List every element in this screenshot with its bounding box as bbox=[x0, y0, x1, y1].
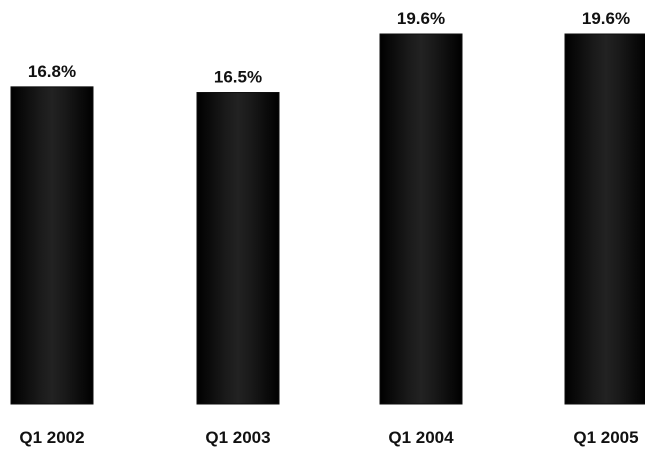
bar-q1-2004 bbox=[379, 33, 463, 405]
category-label: Q1 2005 bbox=[573, 428, 638, 447]
category-label: Q1 2004 bbox=[388, 428, 454, 447]
value-label: 19.6% bbox=[397, 9, 445, 28]
bar-q1-2003 bbox=[196, 92, 280, 405]
category-label: Q1 2003 bbox=[205, 428, 270, 447]
bar-q1-2002 bbox=[10, 86, 94, 405]
bar-q1-2005 bbox=[564, 33, 645, 405]
category-label: Q1 2002 bbox=[19, 428, 84, 447]
category-labels-group: Q1 2002 Q1 2003 Q1 2004 Q1 2005 bbox=[19, 428, 638, 447]
bars-group bbox=[10, 33, 645, 405]
value-label: 19.6% bbox=[582, 9, 630, 28]
value-label: 16.8% bbox=[28, 62, 76, 81]
value-labels-group: 16.8% 16.5% 19.6% 19.6% bbox=[28, 9, 630, 87]
value-label: 16.5% bbox=[214, 68, 262, 87]
